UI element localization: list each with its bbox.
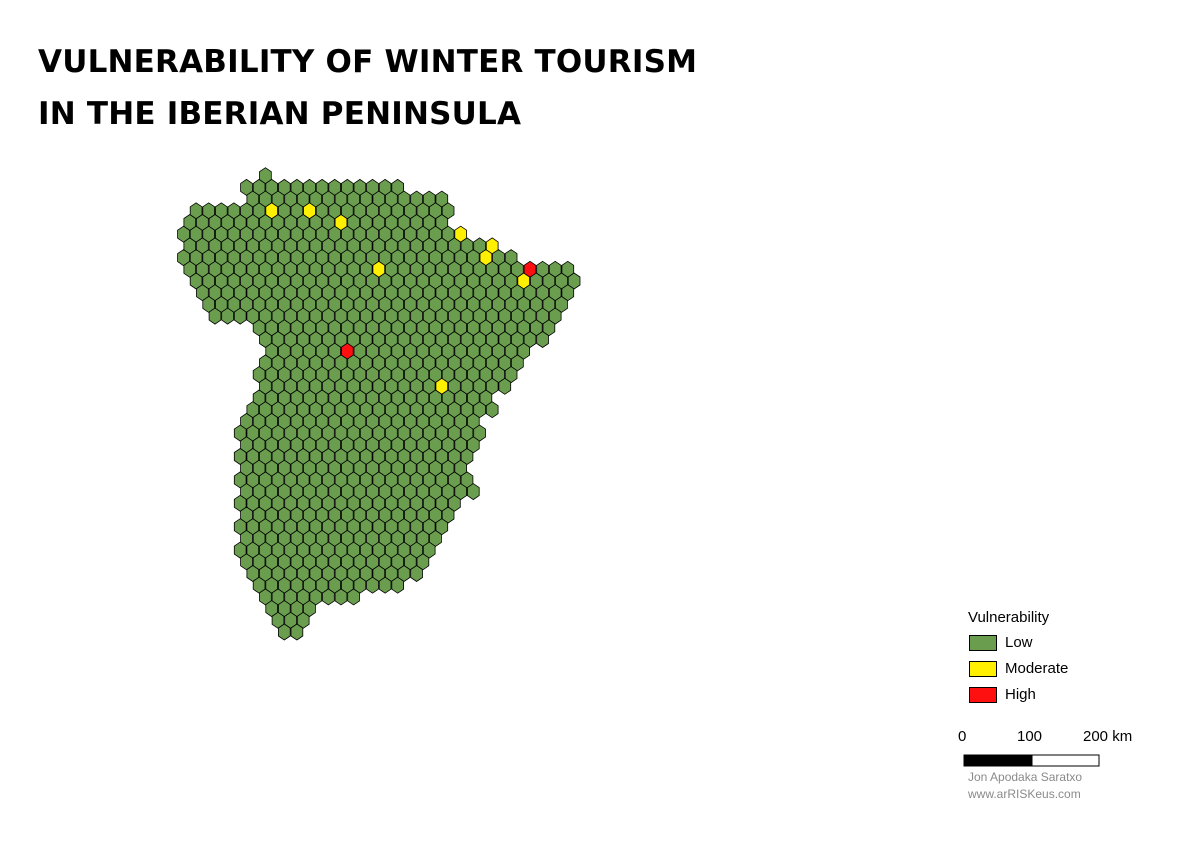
hex-cell-low xyxy=(498,377,512,395)
hex-cell-low xyxy=(454,483,468,501)
legend-item-low: Low xyxy=(968,631,1049,657)
hex-cell-low xyxy=(290,623,304,641)
legend: Vulnerability Low Moderate High xyxy=(968,608,1068,709)
legend-swatch-low xyxy=(969,635,997,651)
hex-cell-low xyxy=(422,541,436,559)
hex-cell-low xyxy=(466,483,480,501)
hex-cell-low xyxy=(202,295,216,313)
hex-cell-low xyxy=(485,401,499,419)
hex-cell-low xyxy=(536,331,549,348)
credits: Jon Apodaka Saratxo www.arRISKeus.com xyxy=(968,769,1082,803)
scale-bar-segment-dark xyxy=(963,754,1033,767)
scale-label-100: 100 xyxy=(1017,728,1043,745)
hex-grid xyxy=(177,167,581,641)
legend-item-high: High xyxy=(968,683,1049,709)
scale-label-200: 200 km xyxy=(1083,728,1133,745)
hex-cell-low xyxy=(221,307,234,325)
hex-cell-low xyxy=(233,471,247,489)
legend-label-high: High xyxy=(1005,686,1036,703)
legend-label-moderate: Moderate xyxy=(1005,660,1069,677)
hex-cell-low xyxy=(378,576,392,594)
hex-cell-low xyxy=(196,284,209,302)
hex-cell-low xyxy=(410,565,423,582)
map-title-line-2: IN THE IBERIAN PENINSULA xyxy=(38,96,522,132)
hex-cell-low xyxy=(366,576,379,594)
hex-cell-low xyxy=(233,494,247,512)
hex-cell-low xyxy=(322,588,335,606)
hex-cell-low xyxy=(296,611,310,629)
scale-label-0: 0 xyxy=(958,728,967,745)
map-title-line-1: VULNERABILITY OF WINTER TOURISM xyxy=(38,44,698,80)
legend-title: Vulnerability xyxy=(968,609,1050,626)
credits-author: Jon Apodaka Saratxo xyxy=(968,770,1083,784)
hex-cell-low xyxy=(233,541,247,559)
hex-cell-low xyxy=(347,588,360,606)
hex-cell-low xyxy=(233,518,247,536)
legend-swatch-moderate xyxy=(969,661,997,677)
hex-cell-low xyxy=(208,307,222,325)
hex-cell-low xyxy=(233,448,247,465)
credits-website: www.arRISKeus.com xyxy=(968,787,1081,801)
hex-cell-low xyxy=(233,307,247,325)
legend-swatch-high xyxy=(969,687,997,703)
hex-cell-low xyxy=(233,424,247,442)
legend-label-low: Low xyxy=(1005,634,1033,651)
hex-cell-low xyxy=(334,588,348,606)
scale-bar xyxy=(963,754,1100,767)
hex-cell-low xyxy=(391,576,405,594)
scale-bar-segment-light xyxy=(1031,754,1100,767)
hex-cell-low xyxy=(485,377,499,395)
map-title: VULNERABILITY OF WINTER TOURISM IN THE I… xyxy=(38,36,697,140)
hex-cell-low xyxy=(277,623,291,641)
legend-item-moderate: Moderate xyxy=(968,657,1068,683)
